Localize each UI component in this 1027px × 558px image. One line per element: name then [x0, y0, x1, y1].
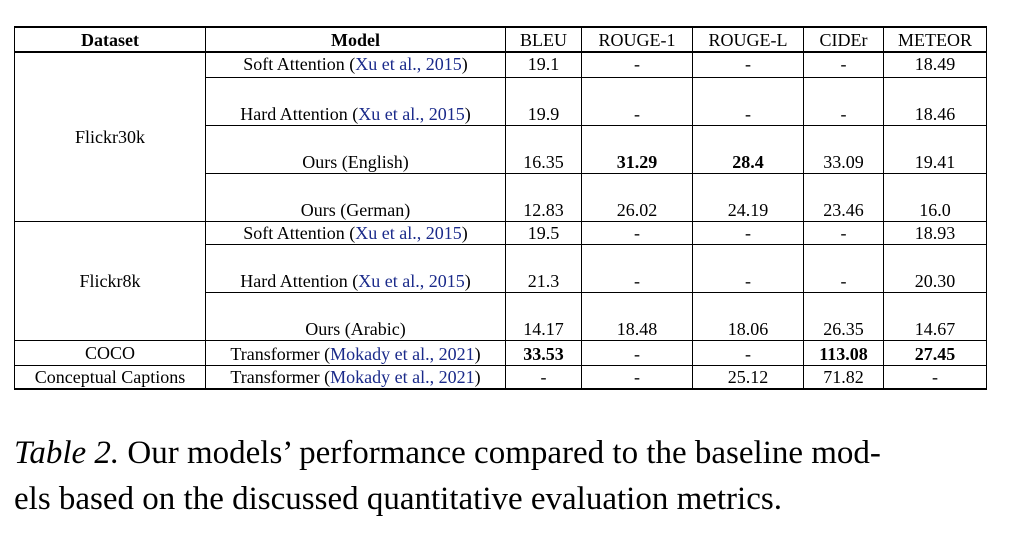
bleu-cell: 33.53 — [505, 339, 582, 366]
model-cell: Soft Attention (Xu et al., 2015) — [205, 220, 506, 245]
model-cell: Ours (German) — [205, 172, 506, 222]
bleu-cell: 19.1 — [505, 51, 582, 78]
model-name: Soft Attention — [243, 222, 345, 243]
model-cell: Hard Attention (Xu et al., 2015) — [205, 243, 506, 293]
rougel-cell: 18.06 — [692, 291, 804, 341]
results-table: Dataset Model BLEU ROUGE-1 ROUGE-L CIDEr… — [14, 26, 987, 390]
rougel-cell: - — [692, 243, 804, 293]
table-body: Flickr30k Soft Attention (Xu et al., 2015… — [14, 51, 987, 390]
table-row: Hard Attention (Xu et al., 2015) 21.3- - -2… — [15, 243, 987, 293]
cider-cell: - — [803, 51, 884, 78]
model-name: Transformer — [230, 367, 320, 387]
table-row: Ours (German) 12.83 26.02 24.19 23.46 16.0 — [15, 172, 987, 222]
rougel-cell: 25.12 — [692, 364, 804, 390]
table-row: Flickr30k Soft Attention (Xu et al., 2015… — [14, 51, 987, 222]
citation-link[interactable]: Mokady et al., 2021 — [330, 367, 475, 387]
bleu-cell: 21.3 — [505, 243, 582, 293]
model-name: Ours (Arabic) — [305, 318, 406, 339]
rouge1-cell: - — [581, 51, 693, 78]
rougel-cell: 24.19 — [692, 172, 804, 222]
bleu-cell: 12.83 — [505, 172, 582, 222]
meteor-cell: 18.46 — [883, 76, 987, 126]
model-name: Transformer — [230, 343, 320, 364]
citation-link[interactable]: Xu et al., 2015 — [355, 54, 462, 74]
rouge1-cell: - — [581, 76, 693, 126]
meteor-cell: 16.0 — [883, 172, 987, 222]
cider-cell: - — [803, 220, 884, 245]
model-name: Hard Attention — [240, 270, 348, 291]
col-header-dataset: Dataset — [14, 26, 206, 53]
rougel-cell: - — [692, 220, 804, 245]
model-name: Ours (German) — [300, 199, 411, 220]
col-header-rouge1: ROUGE-1 — [581, 26, 693, 53]
dataset-cell: Flickr8k — [14, 220, 206, 341]
cider-cell: 113.08 — [803, 339, 884, 366]
model-cell: Hard Attention (Xu et al., 2015) — [205, 76, 506, 126]
meteor-cell: 20.30 — [883, 243, 987, 293]
citation-link[interactable]: Xu et al., 2015 — [358, 270, 465, 291]
table-row: Flickr8k Soft Attention (Xu et al., 2015)… — [14, 220, 987, 341]
col-header-cider: CIDEr — [803, 26, 884, 53]
rougel-cell: - — [692, 51, 804, 78]
model-name: Soft Attention — [243, 54, 345, 74]
cider-cell: - — [803, 76, 884, 126]
rouge1-cell: 18.48 — [581, 291, 693, 341]
cider-cell: 71.82 — [803, 364, 884, 390]
table-row: Ours (English) 16.35 31.29 28.4 33.09 19.41 — [15, 124, 987, 174]
rouge1-cell: - — [581, 243, 693, 293]
bleu-cell: - — [505, 364, 582, 390]
col-header-model: Model — [205, 26, 506, 53]
model-cell: Transformer (Mokady et al., 2021) — [205, 364, 506, 390]
cider-cell: 33.09 — [803, 124, 884, 174]
rouge1-cell: 31.29 — [581, 124, 693, 174]
model-cell: Transformer (Mokady et al., 2021) — [205, 339, 506, 366]
table-row: Conceptual Captions Transformer (Mokady e… — [14, 364, 987, 390]
model-cell: Soft Attention (Xu et al., 2015) — [205, 51, 506, 78]
col-header-rougel: ROUGE-L — [692, 26, 804, 53]
citation-link[interactable]: Xu et al., 2015 — [358, 103, 465, 124]
meteor-cell: 14.67 — [883, 291, 987, 341]
meteor-cell: 27.45 — [883, 339, 987, 366]
model-cell: Ours (English) — [205, 124, 506, 174]
meteor-cell: 19.41 — [883, 124, 987, 174]
citation-link[interactable]: Mokady et al., 2021 — [330, 343, 475, 364]
cider-cell: - — [803, 243, 884, 293]
bleu-cell: 19.5 — [505, 220, 582, 245]
cider-cell: 26.35 — [803, 291, 884, 341]
meteor-cell: - — [883, 364, 987, 390]
rouge1-cell: - — [581, 339, 693, 366]
results-table-container: Dataset Model BLEU ROUGE-1 ROUGE-L CIDEr… — [14, 26, 987, 390]
rouge1-cell: - — [581, 364, 693, 390]
dataset-cell: COCO — [14, 339, 206, 366]
table-caption: Table 2. Our models’ performance compare… — [14, 430, 1004, 522]
rougel-cell: 28.4 — [692, 124, 804, 174]
table-row: Hard Attention (Xu et al., 2015) 19.9- - -1… — [15, 76, 987, 126]
bleu-cell: 16.35 — [505, 124, 582, 174]
caption-text-line2: els based on the discussed quantitative … — [14, 481, 782, 517]
col-header-bleu: BLEU — [505, 26, 582, 53]
citation-link[interactable]: Xu et al., 2015 — [355, 222, 462, 243]
rougel-cell: - — [692, 76, 804, 126]
model-name: Hard Attention — [240, 103, 348, 124]
table-row: COCO Transformer (Mokady et al., 2021) 33.… — [14, 339, 987, 366]
dataset-cell: Flickr30k — [14, 51, 206, 222]
rougel-cell: - — [692, 339, 804, 366]
bleu-cell: 19.9 — [505, 76, 582, 126]
rouge1-cell: 26.02 — [581, 172, 693, 222]
table-row: Ours (Arabic) 14.17 18.48 18.06 26.35 14.67 — [15, 291, 987, 341]
bleu-cell: 14.17 — [505, 291, 582, 341]
meteor-cell: 18.93 — [883, 220, 987, 245]
rouge1-cell: - — [581, 220, 693, 245]
model-cell: Ours (Arabic) — [205, 291, 506, 341]
table-header: Dataset Model BLEU ROUGE-1 ROUGE-L CIDEr… — [14, 26, 987, 53]
meteor-cell: 18.49 — [883, 51, 987, 78]
cider-cell: 23.46 — [803, 172, 884, 222]
dataset-cell: Conceptual Captions — [14, 364, 206, 390]
caption-text: Our models’ performance compared to the … — [127, 435, 881, 471]
col-header-meteor: METEOR — [883, 26, 987, 53]
model-name: Ours (English) — [302, 151, 409, 172]
caption-label: Table 2. — [14, 435, 120, 471]
